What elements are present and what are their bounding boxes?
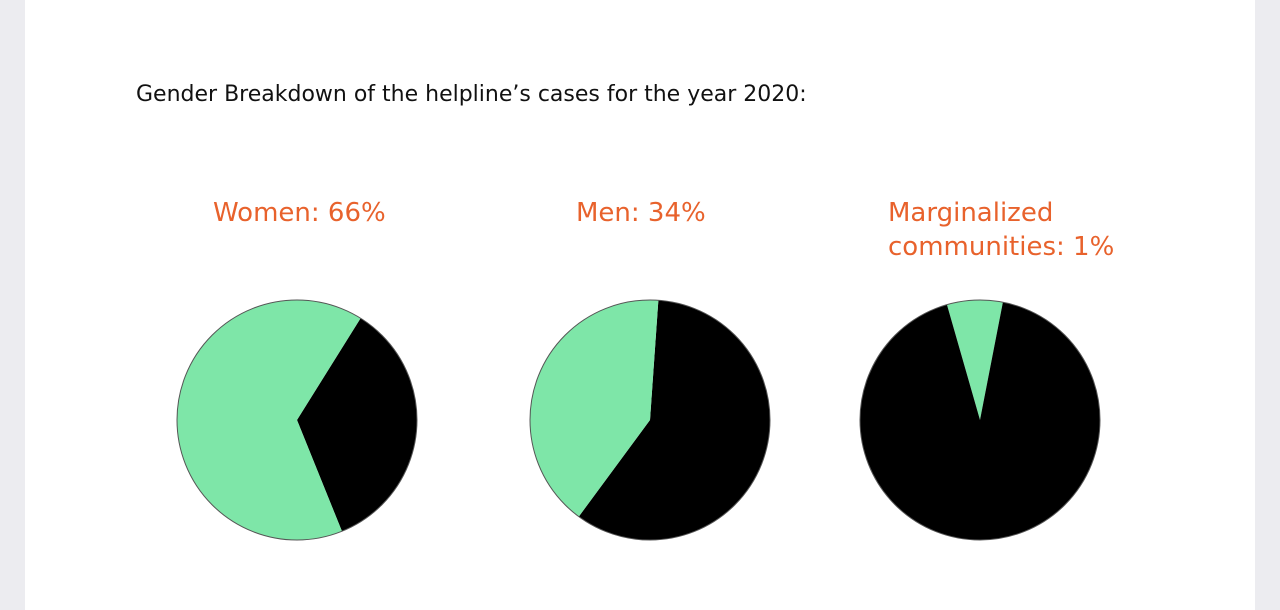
pie-slice	[860, 302, 1101, 541]
chart-title: Marginalized communities: 1%	[888, 198, 1115, 262]
chart-title: Women: 66%	[213, 198, 386, 228]
pie-outline	[176, 299, 418, 541]
pie-slice	[529, 299, 659, 517]
pie-slice	[177, 300, 361, 540]
pie-slice	[297, 318, 417, 532]
pie-outline	[529, 299, 771, 541]
chart-title: Men: 34%	[576, 198, 706, 228]
pie-slice	[946, 300, 1003, 420]
pie-slice	[578, 300, 770, 540]
pie-outline	[859, 299, 1101, 541]
heading: Gender Breakdown of the helpline’s cases…	[136, 82, 807, 107]
